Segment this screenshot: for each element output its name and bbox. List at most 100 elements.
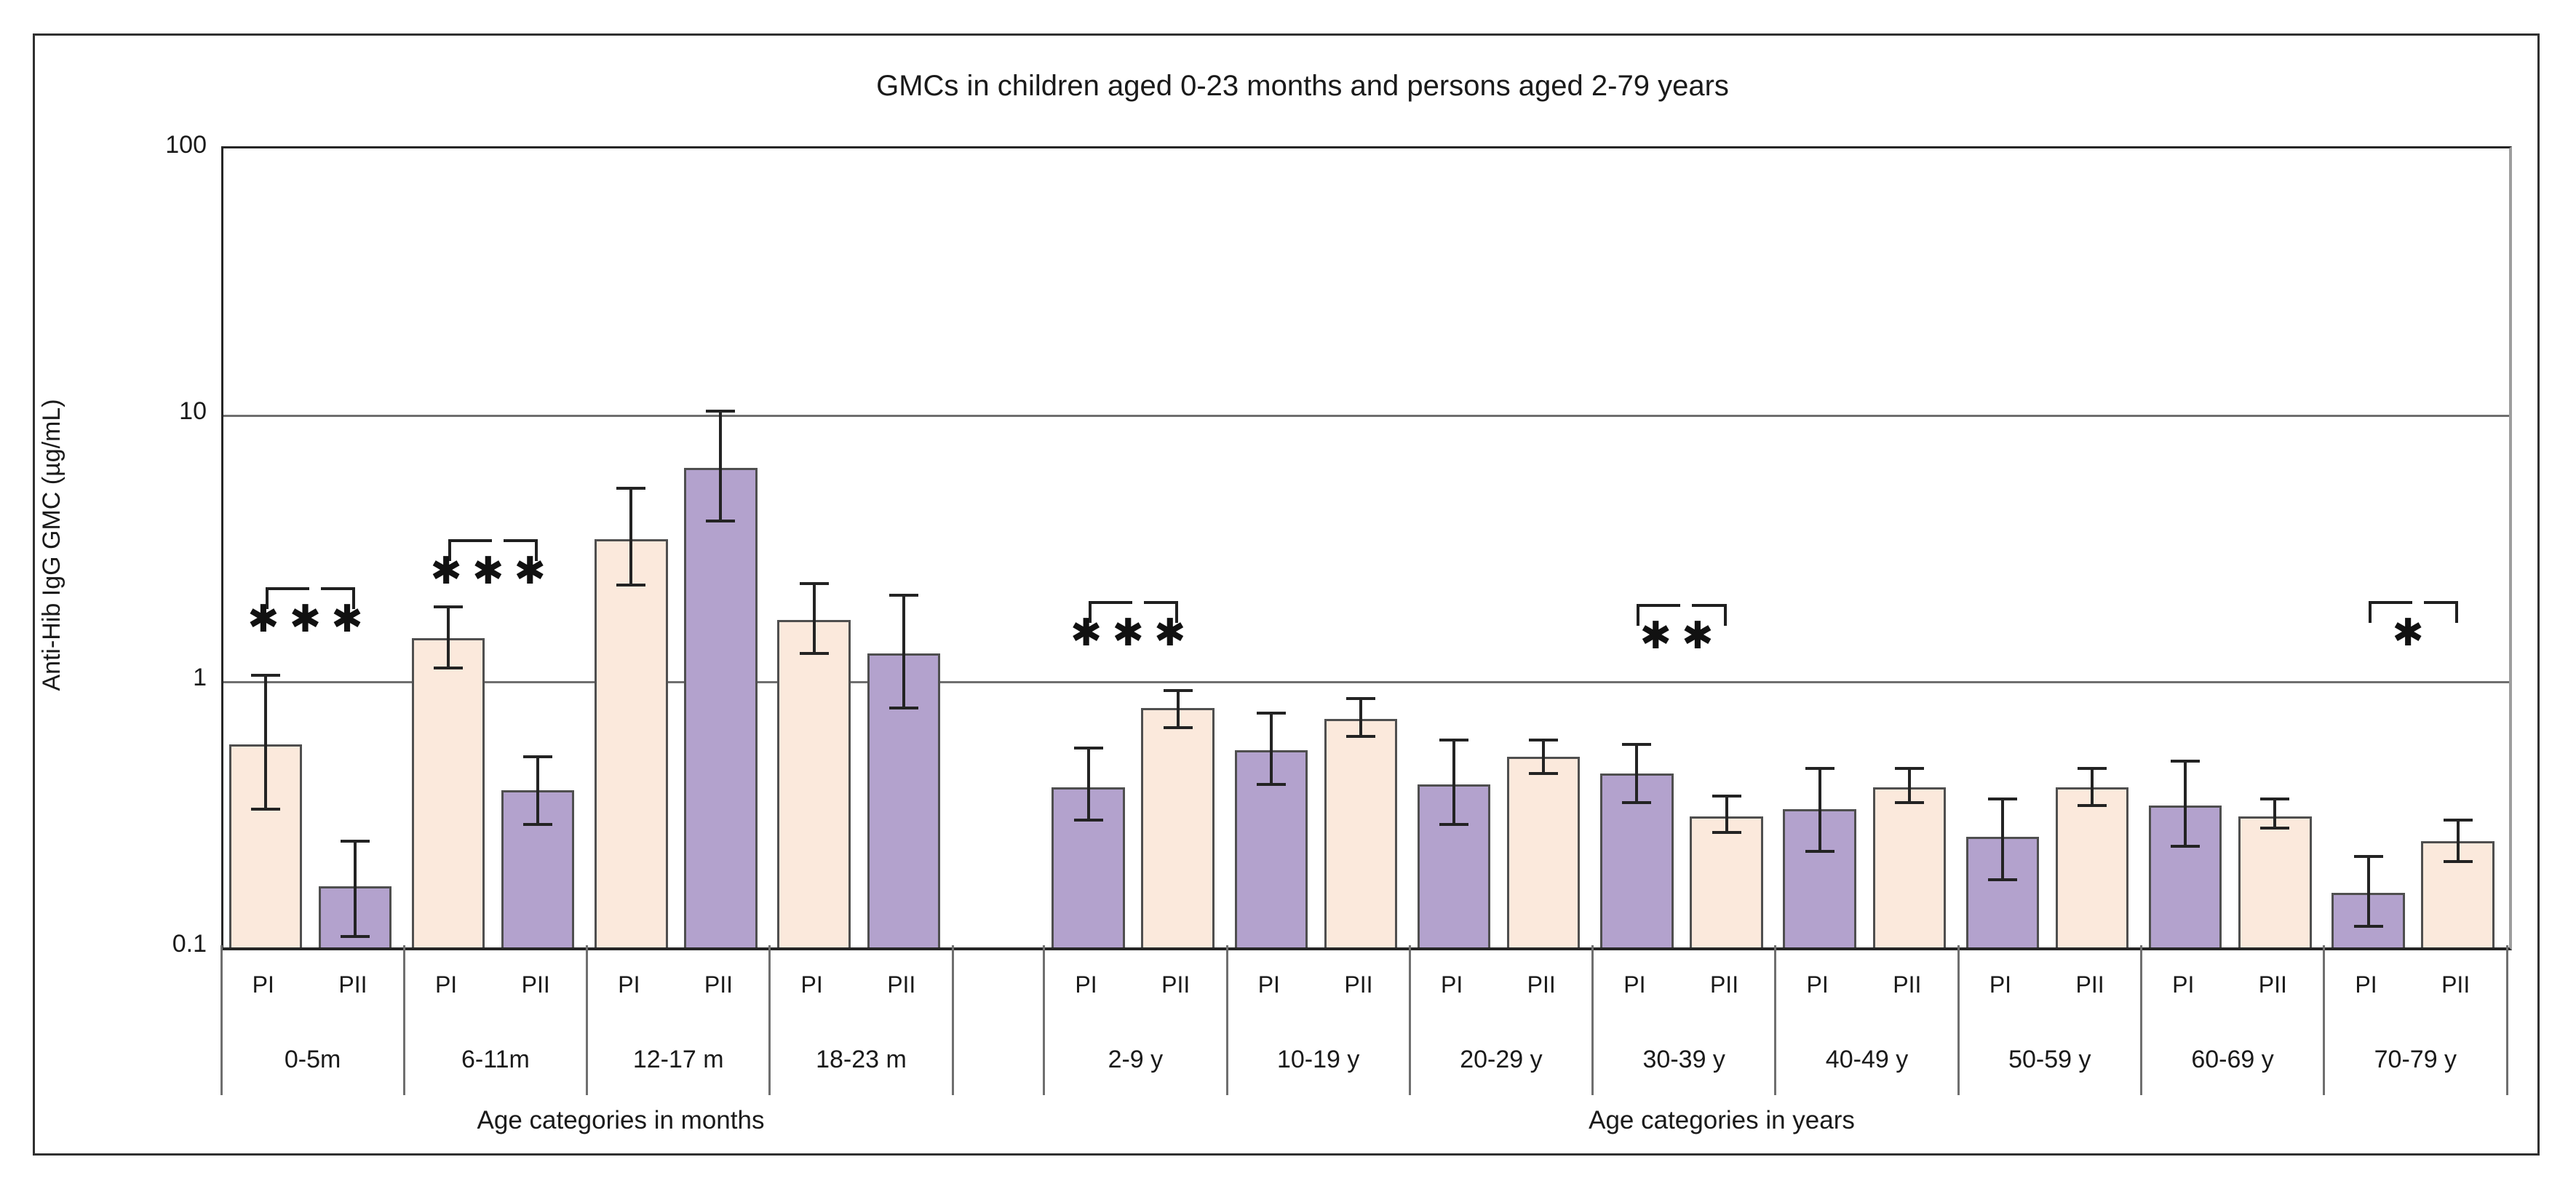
error-bar-cap-bottom [2260, 827, 2290, 830]
error-bar-cap-bottom [889, 707, 918, 710]
significance-stars-3: ✱✱✱ [1070, 611, 1196, 654]
bar-label-18-23m-PI: PI [800, 971, 823, 998]
error-bar-cap-bottom [340, 934, 370, 938]
gridline-10 [223, 415, 2509, 417]
error-bar-cap-top [2260, 798, 2290, 801]
bar-6-11m-PI [411, 637, 485, 947]
error-bar-line [2273, 799, 2277, 829]
y-tick-label-1: 1 [193, 664, 207, 691]
error-bar-cap-bottom [1163, 725, 1193, 729]
category-label-50-59y: 50-59 y [2008, 1046, 2091, 1073]
category-label-30-39y: 30-39 y [1642, 1046, 1725, 1073]
bar-label-70-79y-PI: PI [2355, 971, 2377, 998]
error-bar-cap-bottom [523, 822, 553, 826]
error-bar-line [2456, 820, 2460, 862]
bar-label-6-11m-PII: PII [521, 971, 550, 998]
x-axis-separator [1957, 945, 1960, 1095]
sig-bracket-tick-left [448, 539, 452, 562]
error-bar-line [263, 675, 267, 810]
bar-label-60-69y-PII: PII [2258, 971, 2287, 998]
sig-bracket-stub-right [1700, 603, 1727, 607]
sig-bracket-tick-right [2454, 600, 2458, 623]
sig-bracket-stub-left [2368, 600, 2395, 604]
bar-label-40-49y-PI: PI [1806, 971, 1829, 998]
sig-bracket-dashes [1114, 600, 1152, 604]
error-bar-line [1359, 698, 1362, 736]
bar-10-19y-PII [1324, 719, 1398, 947]
error-bar-line [536, 756, 540, 824]
x-axis-separator [2505, 945, 2508, 1095]
x-axis-separator [768, 945, 771, 1095]
bar-label-0-5m-PII: PII [338, 971, 367, 998]
sig-bracket-stub-right [1151, 600, 1178, 604]
x-axis-separator [2323, 945, 2326, 1095]
error-bar-cap-top [1987, 798, 2017, 801]
bar-12-17m-PI [595, 539, 668, 947]
error-bar-line [2366, 856, 2370, 927]
error-bar-line [2091, 768, 2094, 806]
error-bar-cap-bottom [799, 652, 829, 655]
error-bar-line [1452, 740, 1456, 824]
bar-label-20-29y-PI: PI [1440, 971, 1463, 998]
error-bar-cap-bottom [1987, 878, 2017, 881]
bar-label-30-39y-PII: PII [1709, 971, 1739, 998]
error-bar-line [1725, 796, 1728, 833]
significance-stars-2: ✱✱ [1639, 614, 1724, 657]
bar-40-49y-PII [1872, 787, 1947, 947]
error-bar-cap-bottom [1712, 831, 1741, 835]
category-label-60-69y: 60-69 y [2191, 1046, 2274, 1073]
error-bar-cap-bottom [2443, 860, 2473, 864]
error-bar-line [1542, 740, 1546, 774]
category-label-12-17m: 12-17 m [632, 1046, 724, 1073]
sig-bracket-tick-left [2368, 600, 2372, 623]
error-bar-cap-bottom [434, 666, 464, 669]
error-bar-cap-top [1529, 739, 1559, 742]
sig-bracket-stub-left [265, 587, 292, 591]
error-bar-cap-bottom [250, 808, 280, 811]
error-bar-line [1818, 768, 1821, 851]
chart-title: GMCs in children aged 0-23 months and pe… [876, 70, 1729, 102]
bar-30-39y-PII [1690, 816, 1763, 947]
bar-60-69y-PII [2238, 816, 2312, 947]
bar-label-60-69y-PI: PI [2172, 971, 2195, 998]
category-label-0-5m: 0-5m [284, 1046, 341, 1073]
error-bar-cap-bottom [1256, 782, 1286, 786]
x-axis-separator [586, 945, 589, 1095]
error-bar-line [1086, 748, 1090, 821]
category-label-70-79y: 70-79 y [2374, 1046, 2457, 1073]
bar-label-12-17m-PI: PI [618, 971, 640, 998]
error-bar-cap-bottom [1894, 800, 1924, 804]
error-bar-cap-top [2353, 854, 2383, 858]
error-bar-line [1269, 712, 1273, 784]
error-bar-cap-bottom [1345, 734, 1375, 738]
significance-stars-1: ✱ [2392, 611, 2434, 654]
error-bar-cap-top [2443, 819, 2473, 822]
bar-label-12-17m-PII: PII [704, 971, 734, 998]
significance-stars-3: ✱✱✱ [430, 550, 556, 593]
error-bar-line [1176, 691, 1180, 728]
category-label-18-23m: 18-23 m [816, 1046, 907, 1073]
error-bar-cap-top [340, 840, 370, 843]
error-bar-line [719, 411, 723, 521]
error-bar-line [629, 488, 633, 585]
error-bar-cap-bottom [1439, 822, 1469, 826]
error-bar-cap-top [1256, 711, 1286, 715]
section-label-months: Age categories in months [477, 1106, 765, 1134]
bar-20-29y-PII [1506, 756, 1581, 947]
bar-label-50-59y-PI: PI [1989, 971, 2012, 998]
error-bar-cap-bottom [1529, 771, 1559, 775]
sig-bracket-stub-right [328, 587, 355, 591]
bar-label-0-5m-PI: PI [252, 971, 274, 998]
error-bar-cap-top [706, 410, 736, 413]
sig-bracket-tick-left [1637, 603, 1640, 626]
bar-12-17m-PII [684, 468, 758, 947]
bar-label-2-9y-PII: PII [1161, 971, 1190, 998]
bar-18-23m-PI [777, 619, 851, 947]
sig-bracket-stub-left [1088, 600, 1115, 604]
sig-bracket-dashes [2394, 600, 2432, 604]
bar-label-2-9y-PI: PI [1075, 971, 1097, 998]
error-bar-cap-top [2171, 760, 2201, 763]
bar-label-18-23m-PII: PII [887, 971, 916, 998]
sig-bracket-dashes [291, 587, 329, 591]
sig-bracket-tick-right [351, 587, 355, 610]
